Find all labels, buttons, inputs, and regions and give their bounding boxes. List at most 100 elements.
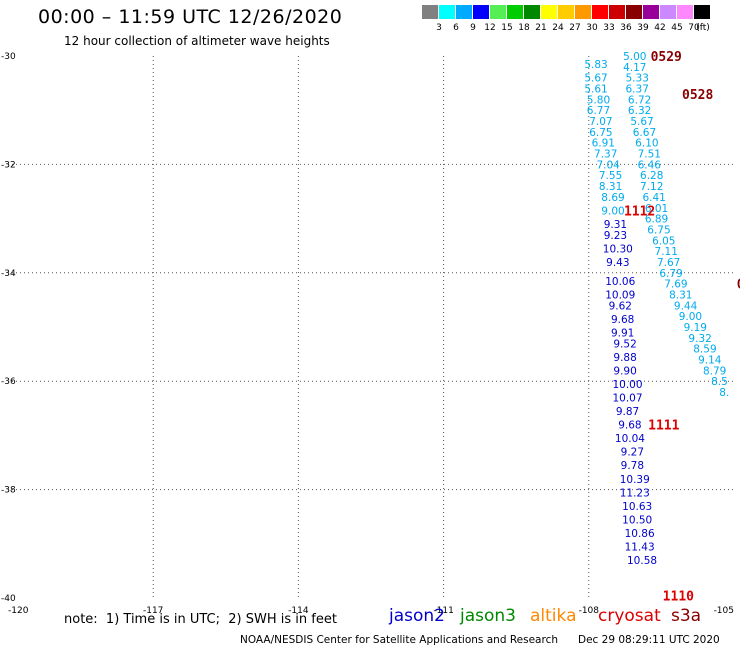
y-tick-label: -34 bbox=[1, 269, 16, 279]
swh-value-label: 8.59 bbox=[693, 344, 716, 356]
x-tick-label: -120 bbox=[8, 606, 29, 616]
orbit-time-label: 1112 bbox=[624, 204, 655, 219]
swh-value-label: 9.14 bbox=[698, 355, 722, 367]
swh-value-label: 10.00 bbox=[612, 379, 642, 391]
swh-value-label: 8.69 bbox=[601, 192, 624, 204]
swh-value-label: 9.90 bbox=[613, 365, 636, 377]
swh-value-label: 9.19 bbox=[684, 322, 707, 334]
swh-value-label: 6.75 bbox=[647, 224, 670, 236]
swh-value-label: 10.50 bbox=[622, 514, 652, 526]
scale-swatch bbox=[473, 5, 489, 19]
swh-value-label: 5.67 bbox=[630, 116, 653, 128]
scale-label: 45 bbox=[671, 23, 683, 33]
scale-unit-label: (ft) bbox=[696, 23, 710, 33]
satellite-legend-item: jason2 bbox=[389, 606, 445, 626]
swh-value-label: 9.87 bbox=[616, 406, 639, 418]
scale-swatch bbox=[439, 5, 455, 19]
orbit-time-label: 057 bbox=[737, 278, 740, 293]
swh-value-label: 5.33 bbox=[626, 73, 649, 85]
swh-value-label: 11.43 bbox=[625, 542, 655, 554]
swh-value-label: 6.75 bbox=[589, 127, 612, 139]
swh-value-label: 7.67 bbox=[657, 257, 680, 269]
swh-value-label: 8.31 bbox=[669, 289, 692, 301]
swh-value-label: 6.28 bbox=[640, 170, 663, 182]
swh-value-label: 10.07 bbox=[612, 392, 642, 404]
swh-value-label: 10.30 bbox=[603, 243, 633, 255]
swh-value-label: 5.61 bbox=[584, 84, 607, 96]
swh-value-label: 6.05 bbox=[652, 235, 675, 247]
scale-label: 12 bbox=[484, 23, 496, 33]
swh-value-label: 6.67 bbox=[633, 127, 656, 139]
x-tick-label: -114 bbox=[288, 606, 309, 616]
x-tick-label: -117 bbox=[143, 606, 163, 616]
swh-value-label: 9.52 bbox=[613, 338, 636, 350]
swh-value-label: 6.32 bbox=[628, 105, 651, 117]
swh-value-label: 7.69 bbox=[664, 279, 687, 291]
orbit-time-label: 1110 bbox=[663, 589, 694, 604]
orbit-time-label: 0529 bbox=[651, 50, 682, 65]
swh-value-label: 9.00 bbox=[601, 205, 624, 217]
scale-swatch bbox=[626, 5, 642, 19]
swh-value-label: 8.79 bbox=[703, 365, 726, 377]
swh-value-label: 5.83 bbox=[584, 59, 607, 71]
y-tick-label: -38 bbox=[1, 486, 16, 496]
scale-swatch bbox=[507, 5, 523, 19]
swh-value-label: 6.01 bbox=[645, 203, 668, 215]
scale-label: 6 bbox=[453, 23, 459, 33]
scale-swatch bbox=[541, 5, 557, 19]
swh-value-label: 9.31 bbox=[604, 219, 627, 231]
satellite-legend-item: cryosat bbox=[598, 606, 661, 626]
swh-value-label: 10.39 bbox=[620, 474, 650, 486]
scale-label: 33 bbox=[603, 23, 615, 33]
scale-swatch bbox=[524, 5, 540, 19]
swh-value-label: 10.58 bbox=[627, 555, 657, 567]
chart-title: 00:00 – 11:59 UTC 12/26/2020 bbox=[38, 6, 343, 28]
swh-value-label: 7.07 bbox=[589, 116, 612, 128]
swh-value-label: 5.00 bbox=[623, 51, 646, 63]
scale-label: 18 bbox=[518, 23, 530, 33]
x-tick-label: -108 bbox=[579, 606, 600, 616]
swh-value-label: 6.41 bbox=[642, 192, 665, 204]
scale-label: 27 bbox=[569, 23, 581, 33]
y-tick-label: -36 bbox=[1, 377, 16, 387]
swh-value-label: 10.04 bbox=[615, 433, 645, 445]
swh-value-label: 9.68 bbox=[618, 420, 641, 432]
scale-label: 42 bbox=[654, 23, 666, 33]
swh-value-label: 9.78 bbox=[621, 460, 644, 472]
swh-value-label: 9.62 bbox=[609, 300, 632, 312]
credit-text: NOAA/NESDIS Center for Satellite Applica… bbox=[240, 634, 558, 646]
y-tick-label: -40 bbox=[1, 594, 16, 604]
swh-value-label: 6.77 bbox=[587, 105, 610, 117]
swh-value-label: 7.55 bbox=[599, 170, 622, 182]
scale-swatch bbox=[660, 5, 676, 19]
swh-value-label: 10.86 bbox=[625, 528, 655, 540]
swh-value-label: 9.43 bbox=[606, 257, 629, 269]
swh-value-label: 10.09 bbox=[605, 289, 635, 301]
swh-value-label: 5.80 bbox=[587, 94, 610, 106]
scale-swatch bbox=[609, 5, 625, 19]
units-note: note: 1) Time is in UTC; 2) SWH is in fe… bbox=[64, 612, 337, 627]
swh-value-label: 9.91 bbox=[611, 327, 634, 339]
scale-label: 9 bbox=[470, 23, 476, 33]
swh-value-label: 6.37 bbox=[626, 84, 649, 96]
scale-swatch bbox=[643, 5, 659, 19]
swh-value-label: 9.23 bbox=[604, 230, 627, 242]
scale-swatch bbox=[490, 5, 506, 19]
scale-label: 39 bbox=[637, 23, 649, 33]
swh-value-label: 6.46 bbox=[638, 159, 662, 171]
swh-value-label: 9.27 bbox=[621, 447, 644, 459]
swh-value-label: 7.04 bbox=[596, 159, 620, 171]
orbit-time-label: 0528 bbox=[682, 88, 713, 103]
swh-value-label: 10.06 bbox=[605, 276, 635, 288]
scale-swatch bbox=[456, 5, 472, 19]
scale-swatch bbox=[558, 5, 574, 19]
y-tick-label: -32 bbox=[1, 160, 16, 170]
swh-value-label: 11.23 bbox=[620, 487, 650, 499]
scale-swatch bbox=[694, 5, 710, 19]
swh-value-label: 6.79 bbox=[659, 268, 682, 280]
scale-label: 36 bbox=[620, 23, 632, 33]
swh-value-label: 6.89 bbox=[645, 214, 668, 226]
swh-value-label: 10.63 bbox=[622, 501, 652, 513]
scale-label: 3 bbox=[436, 23, 442, 33]
